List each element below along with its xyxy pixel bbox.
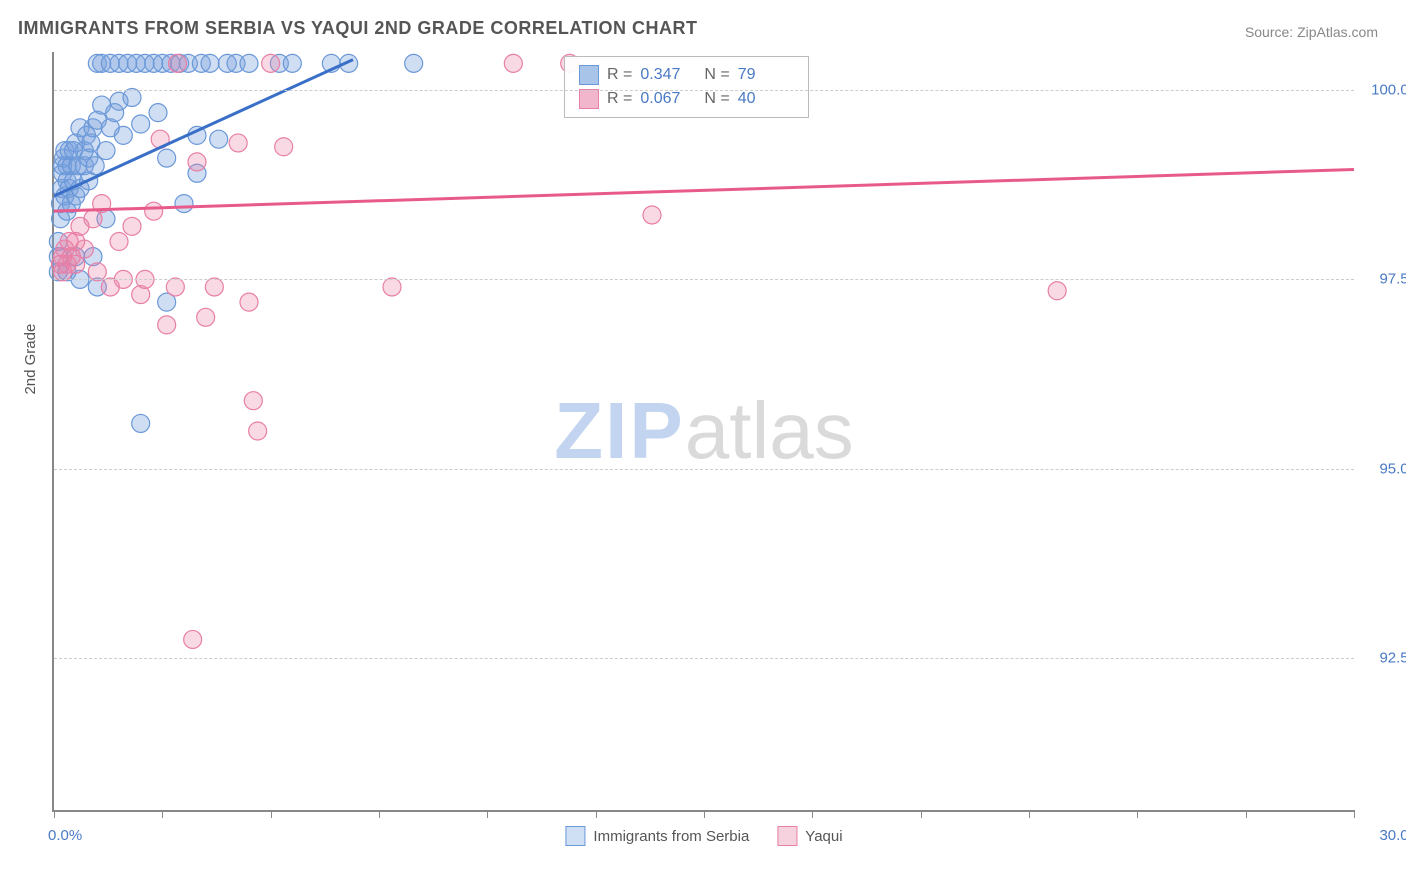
scatter-point [229,134,247,152]
legend-swatch-yaqui [777,826,797,846]
scatter-point [210,130,228,148]
scatter-point [158,149,176,167]
scatter-point [643,206,661,224]
scatter-point [184,630,202,648]
x-tick [812,810,813,818]
scatter-point [1048,282,1066,300]
scatter-point [240,54,258,72]
swatch-yaqui [579,89,599,109]
n-label: N = [704,90,729,108]
n-value-yaqui: 40 [738,90,794,108]
scatter-point [88,263,106,281]
scatter-point [275,138,293,156]
chart-svg [54,52,1354,810]
scatter-point [75,240,93,258]
scatter-point [123,88,141,106]
n-label: N = [704,66,729,84]
x-tick [54,810,55,818]
scatter-point [244,392,262,410]
x-tick [1137,810,1138,818]
legend-row-serbia: R = 0.347 N = 79 [579,63,794,87]
y-tick-label: 100.0% [1371,81,1406,98]
x-tick [1029,810,1030,818]
chart-plot-area: ZIPatlas R = 0.347 N = 79 R = 0.067 N = … [52,52,1354,812]
x-tick [921,810,922,818]
scatter-point [249,422,267,440]
scatter-point [201,54,219,72]
scatter-point [86,157,104,175]
swatch-serbia [579,65,599,85]
r-label: R = [607,66,632,84]
scatter-point [158,316,176,334]
x-tick [379,810,380,818]
series-legend: Immigrants from Serbia Yaqui [565,826,842,846]
scatter-point [175,195,193,213]
legend-item-serbia: Immigrants from Serbia [565,826,749,846]
scatter-point [283,54,301,72]
x-axis-max-label: 30.0% [1379,827,1406,844]
y-tick-label: 92.5% [1379,650,1406,667]
r-value-serbia: 0.347 [640,66,696,84]
x-tick [271,810,272,818]
legend-label-yaqui: Yaqui [805,828,842,845]
scatter-point [383,278,401,296]
scatter-point [97,142,115,160]
r-label: R = [607,90,632,108]
x-tick [487,810,488,818]
scatter-point [240,293,258,311]
x-tick [596,810,597,818]
x-tick [162,810,163,818]
source-attribution: Source: ZipAtlas.com [1245,24,1378,40]
x-tick [1354,810,1355,818]
x-tick [704,810,705,818]
scatter-point [145,202,163,220]
trend-line [54,169,1354,211]
x-axis-min-label: 0.0% [48,827,82,844]
scatter-point [504,54,522,72]
legend-item-yaqui: Yaqui [777,826,842,846]
scatter-point [405,54,423,72]
y-tick-label: 97.5% [1379,271,1406,288]
chart-title: IMMIGRANTS FROM SERBIA VS YAQUI 2ND GRAD… [18,18,698,39]
source-value: ZipAtlas.com [1297,24,1378,40]
scatter-point [132,115,150,133]
gridline [54,469,1354,470]
scatter-point [166,278,184,296]
scatter-point [188,153,206,171]
scatter-point [262,54,280,72]
source-label: Source: [1245,24,1293,40]
legend-swatch-serbia [565,826,585,846]
gridline [54,90,1354,91]
scatter-point [114,126,132,144]
n-value-serbia: 79 [738,66,794,84]
scatter-point [169,54,187,72]
x-tick [1246,810,1247,818]
y-axis-title: 2nd Grade [22,324,39,395]
legend-label-serbia: Immigrants from Serbia [593,828,749,845]
y-tick-label: 95.0% [1379,460,1406,477]
correlation-legend: R = 0.347 N = 79 R = 0.067 N = 40 [564,56,809,118]
gridline [54,658,1354,659]
scatter-point [205,278,223,296]
r-value-yaqui: 0.067 [640,90,696,108]
scatter-point [110,233,128,251]
scatter-point [149,104,167,122]
scatter-point [197,308,215,326]
scatter-point [123,217,141,235]
scatter-point [132,414,150,432]
gridline [54,279,1354,280]
